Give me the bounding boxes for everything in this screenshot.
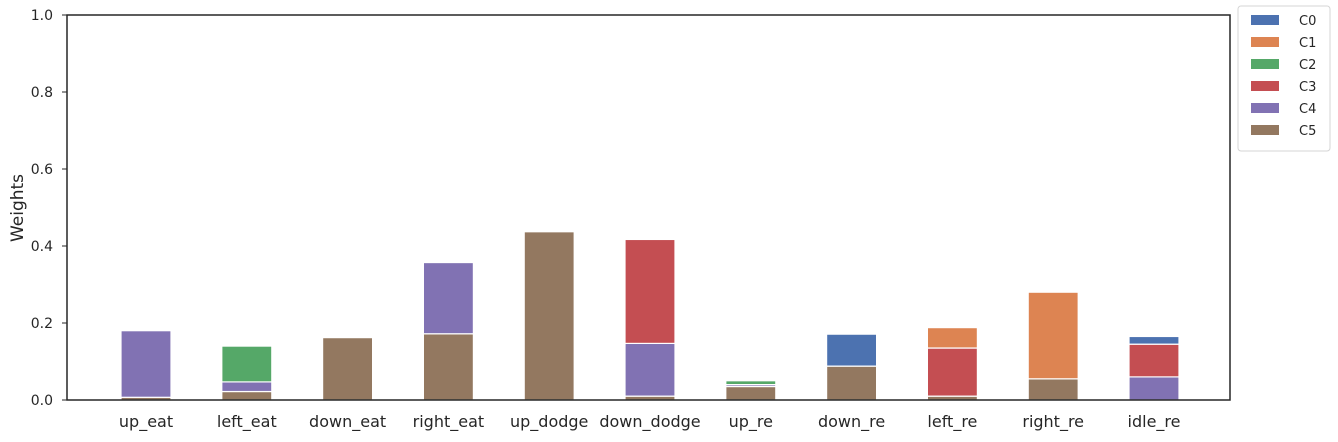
legend-label-c1: C1 [1299,36,1316,51]
legend-swatch-c2 [1251,59,1279,69]
bar-c0-down-re [825,333,878,367]
legend-swatch-c5 [1251,125,1279,135]
x-axis-ticks: up_eat left_eat down_eat right_eat up_dodge d… [119,412,1181,432]
bar-c1-right-re [1027,291,1079,380]
legend-swatch-c4 [1251,103,1279,113]
x-tick-label-up-re: up_re [729,412,773,432]
bar-c5-left-eat [221,390,273,401]
bar-c3-down-dodge [624,238,676,345]
bar-c1-left-re [926,327,979,349]
legend-label-c2: C2 [1299,58,1316,73]
y-axis-title: Weights [8,174,28,242]
bar-c4-up-eat [120,330,172,398]
y-tick-label: 0.2 [31,316,53,332]
x-tick-label-left-eat: left_eat [217,412,277,432]
bar-c5-up-dodge [523,231,575,401]
legend-label-c5: C5 [1299,124,1316,139]
bar-c5-down-eat [322,337,374,401]
legend-label-c4: C4 [1299,102,1316,117]
bar-c4-idle-re [1128,376,1180,401]
y-tick-label: 1.0 [31,8,53,24]
bar-c5-right-re [1027,378,1079,401]
plot-frame [66,14,1231,401]
bar-c4-down-dodge [624,342,676,397]
bar-c4-left-eat [221,381,273,393]
bar-c0-idle-re [1128,335,1180,345]
bar-c5-right-eat [422,333,474,401]
legend-swatch-c1 [1251,37,1279,47]
bar-c5-down-re [825,365,878,401]
x-tick-label-idle-re: idle_re [1128,412,1181,432]
bar-c2-up-re [725,380,777,386]
bar-c3-idle-re [1128,343,1180,378]
x-tick-label-right-re: right_re [1022,412,1084,432]
bar-c3-left-re [926,347,979,397]
y-tick-label: 0.4 [31,239,53,255]
y-axis-ticks: 0.0 0.2 0.4 0.6 0.8 1.0 [31,8,67,409]
x-tick-label-up-dodge: up_dodge [510,412,588,432]
bar-c4-right-eat [422,261,474,335]
legend: C0 C1 C2 C3 C4 C5 [1237,5,1331,152]
bars-group [120,231,1180,401]
bar-c2-left-eat [221,345,273,383]
x-tick-label-left-re: left_re [927,412,977,432]
y-tick-label: 0.6 [31,162,53,178]
legend-swatch-c0 [1251,15,1279,25]
legend-label-c3: C3 [1299,80,1316,95]
y-tick-label: 0.0 [31,393,53,409]
x-tick-label-down-dodge: down_dodge [599,412,700,432]
legend-swatch-c3 [1251,81,1279,91]
bar-c5-up-re [725,385,777,401]
y-tick-label: 0.8 [31,85,53,101]
x-tick-label-down-eat: down_eat [309,412,386,432]
x-tick-label-right-eat: right_eat [413,412,485,432]
legend-label-c0: C0 [1299,14,1316,29]
x-tick-label-down-re: down_re [818,412,885,432]
x-tick-label-up-eat: up_eat [119,412,173,432]
